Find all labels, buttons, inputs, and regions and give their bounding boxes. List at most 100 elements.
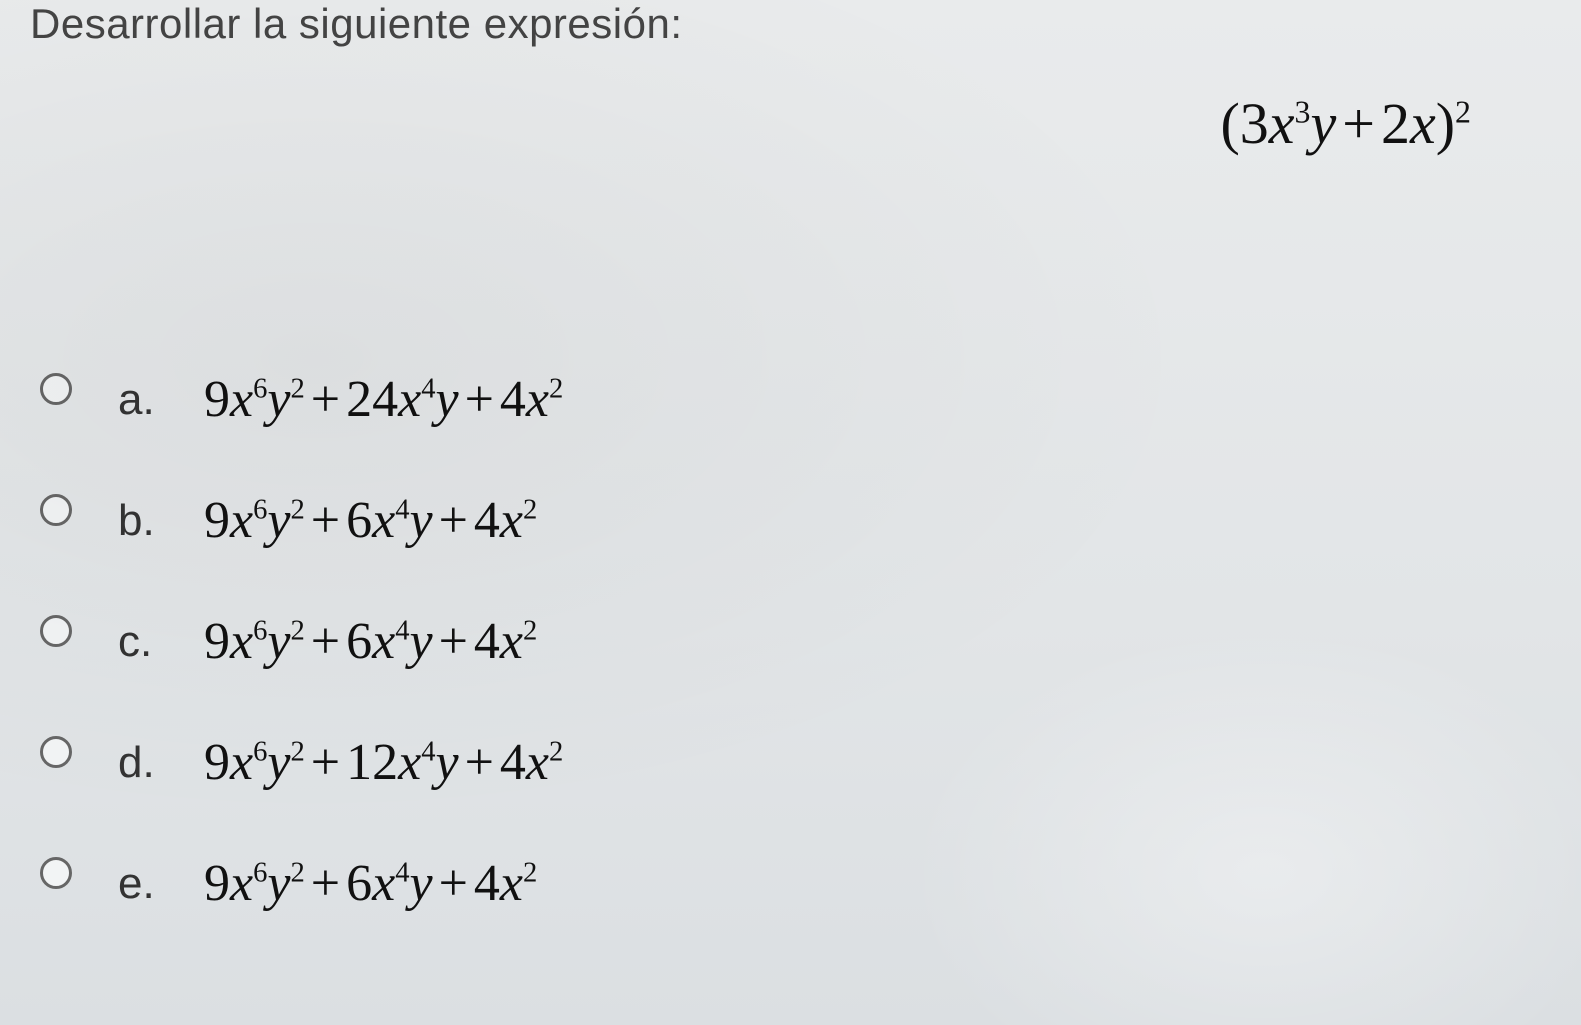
option-a-math: 9x6y2+24x4y+4x2 — [204, 370, 563, 429]
b-t0-v1: x — [230, 492, 253, 549]
b-t1-v2: y — [410, 492, 433, 549]
option-e-math: 9x6y2+6x4y+4x2 — [204, 854, 537, 913]
b-t1-coef: 6 — [346, 492, 372, 549]
b-op2: + — [439, 492, 468, 549]
c-t0-e2: 2 — [290, 616, 304, 647]
a-t2-coef: 4 — [500, 371, 526, 428]
a-t1-v1: x — [398, 371, 421, 428]
c-t2-v1: x — [500, 613, 523, 670]
options-list: a. 9x6y2+24x4y+4x2 b. 9x6y2+6x4y+4x2 c. … — [40, 370, 1541, 975]
e-op1: + — [311, 855, 340, 912]
a-t1-e1: 4 — [421, 374, 435, 405]
c-t2-e1: 2 — [523, 616, 537, 647]
a-t0-e2: 2 — [290, 374, 304, 405]
option-e[interactable]: e. 9x6y2+6x4y+4x2 — [40, 854, 1541, 913]
term1-coef: 3 — [1240, 91, 1269, 156]
a-t0-coef: 9 — [204, 371, 230, 428]
c-t2-coef: 4 — [474, 613, 500, 670]
question-expression: (3x3y+2x)2 — [1220, 90, 1471, 157]
d-t2-coef: 4 — [500, 734, 526, 791]
e-t2-coef: 4 — [474, 855, 500, 912]
option-a[interactable]: a. 9x6y2+24x4y+4x2 — [40, 370, 1541, 429]
a-t0-v1: x — [230, 371, 253, 428]
b-t0-coef: 9 — [204, 492, 230, 549]
c-op2: + — [439, 613, 468, 670]
b-t2-e1: 2 — [523, 495, 537, 526]
e-t0-v2: y — [267, 855, 290, 912]
d-t0-e1: 6 — [253, 737, 267, 768]
c-t1-v1: x — [372, 613, 395, 670]
c-t0-e1: 6 — [253, 616, 267, 647]
paren-open: ( — [1220, 91, 1239, 156]
e-t1-v2: y — [410, 855, 433, 912]
e-t1-e1: 4 — [395, 858, 409, 889]
option-b-label: b. — [118, 496, 166, 546]
option-c[interactable]: c. 9x6y2+6x4y+4x2 — [40, 612, 1541, 671]
a-t2-v1: x — [526, 371, 549, 428]
option-a-label: a. — [118, 375, 166, 425]
a-op2: + — [465, 371, 494, 428]
d-t2-e1: 2 — [549, 737, 563, 768]
c-t1-e1: 4 — [395, 616, 409, 647]
d-t0-coef: 9 — [204, 734, 230, 791]
option-d[interactable]: d. 9x6y2+12x4y+4x2 — [40, 733, 1541, 792]
option-b[interactable]: b. 9x6y2+6x4y+4x2 — [40, 491, 1541, 550]
b-t2-coef: 4 — [474, 492, 500, 549]
c-t0-v1: x — [230, 613, 253, 670]
e-t2-v1: x — [500, 855, 523, 912]
e-t1-coef: 6 — [346, 855, 372, 912]
a-op1: + — [311, 371, 340, 428]
e-t0-coef: 9 — [204, 855, 230, 912]
d-op1: + — [311, 734, 340, 791]
b-t2-v1: x — [500, 492, 523, 549]
b-t1-e1: 4 — [395, 495, 409, 526]
d-t1-coef: 12 — [346, 734, 398, 791]
radio-b[interactable] — [40, 494, 72, 526]
term1-trail: y — [1311, 91, 1337, 156]
a-t2-e1: 2 — [549, 374, 563, 405]
c-t0-coef: 9 — [204, 613, 230, 670]
d-t1-v1: x — [398, 734, 421, 791]
option-c-math: 9x6y2+6x4y+4x2 — [204, 612, 537, 671]
c-t0-v2: y — [267, 613, 290, 670]
d-t0-v2: y — [267, 734, 290, 791]
outer-exp: 2 — [1455, 95, 1471, 130]
op-plus: + — [1342, 91, 1375, 156]
e-op2: + — [439, 855, 468, 912]
a-t1-v2: y — [436, 371, 459, 428]
radio-a[interactable] — [40, 373, 72, 405]
d-t0-e2: 2 — [290, 737, 304, 768]
option-e-label: e. — [118, 859, 166, 909]
term1-var: x — [1269, 91, 1295, 156]
d-op2: + — [465, 734, 494, 791]
c-t1-v2: y — [410, 613, 433, 670]
b-t0-e2: 2 — [290, 495, 304, 526]
quiz-page: Desarrollar la siguiente expresión: (3x3… — [0, 0, 1581, 1025]
question-prompt: Desarrollar la siguiente expresión: — [30, 0, 682, 48]
b-t0-v2: y — [267, 492, 290, 549]
term1-exp: 3 — [1295, 95, 1311, 130]
e-t2-e1: 2 — [523, 858, 537, 889]
d-t1-v2: y — [436, 734, 459, 791]
a-t1-coef: 24 — [346, 371, 398, 428]
b-op1: + — [311, 492, 340, 549]
b-t0-e1: 6 — [253, 495, 267, 526]
d-t2-v1: x — [526, 734, 549, 791]
e-t1-v1: x — [372, 855, 395, 912]
option-d-label: d. — [118, 738, 166, 788]
term2-coef: 2 — [1381, 91, 1410, 156]
e-t0-e2: 2 — [290, 858, 304, 889]
e-t0-v1: x — [230, 855, 253, 912]
a-t0-v2: y — [267, 371, 290, 428]
e-t0-e1: 6 — [253, 858, 267, 889]
option-d-math: 9x6y2+12x4y+4x2 — [204, 733, 563, 792]
radio-c[interactable] — [40, 615, 72, 647]
a-t0-e1: 6 — [253, 374, 267, 405]
option-c-label: c. — [118, 617, 166, 667]
radio-d[interactable] — [40, 736, 72, 768]
paren-close: ) — [1436, 91, 1455, 156]
radio-e[interactable] — [40, 857, 72, 889]
c-t1-coef: 6 — [346, 613, 372, 670]
d-t0-v1: x — [230, 734, 253, 791]
c-op1: + — [311, 613, 340, 670]
